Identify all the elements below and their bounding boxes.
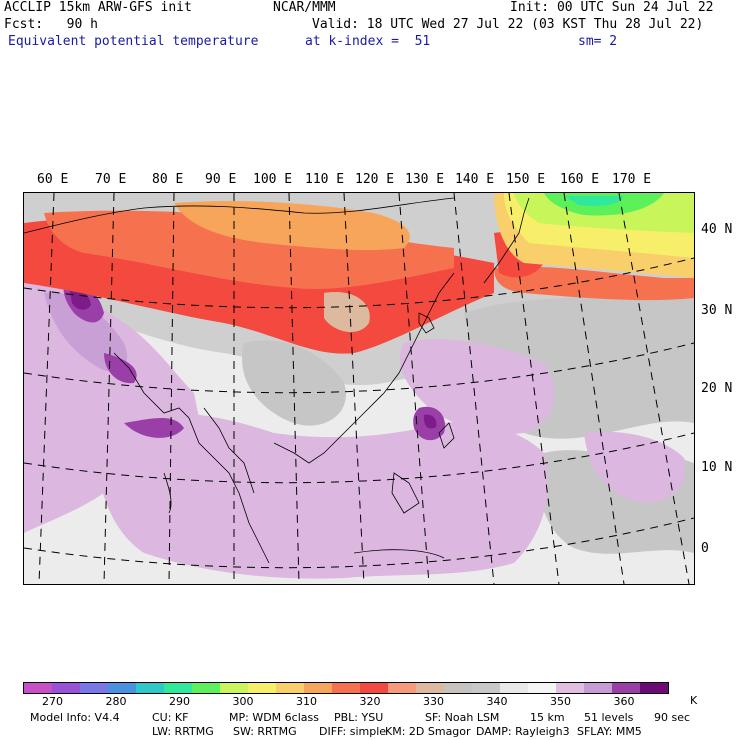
colorbar [23, 682, 669, 694]
colorbar-tick-label: 320 [359, 695, 381, 708]
colorbar-segment [640, 683, 668, 693]
graticule [24, 193, 694, 584]
longitude-label: 120 E [355, 172, 395, 187]
colorbar-segment [388, 683, 416, 693]
org-label: NCAR/MMM [273, 0, 336, 15]
model-info-item: Model Info: V4.4 [30, 711, 120, 724]
colorbar-segment [500, 683, 528, 693]
longitude-label: 100 E [253, 172, 293, 187]
latitude-label: 0 [701, 541, 709, 556]
theta-e-field [24, 193, 694, 584]
colorbar-unit: K [690, 694, 698, 707]
coastlines [24, 197, 530, 564]
colorbar-segment [248, 683, 276, 693]
field-name: Equivalent potential temperature [8, 34, 259, 49]
latitude-label: 20 N [701, 381, 733, 396]
init-time: Init: 00 UTC Sun 24 Jul 22 [510, 0, 714, 15]
valid-time: Valid: 18 UTC Wed 27 Jul 22 (03 KST Thu … [312, 17, 704, 32]
colorbar-segment [220, 683, 248, 693]
model-title: ACCLIP 15km ARW-GFS init [4, 0, 192, 15]
northeast-band [494, 193, 694, 278]
map-panel [23, 192, 695, 585]
forecast-hour: Fcst: 90 h [4, 17, 98, 32]
model-info-item: CU: KF [152, 711, 189, 724]
longitude-label: 110 E [305, 172, 345, 187]
model-info-item: 51 levels [584, 711, 634, 724]
physics-info-item: KM: 2D Smagor [385, 725, 471, 738]
colorbar-segment [472, 683, 500, 693]
colorbar-segment [80, 683, 108, 693]
longitude-label: 170 E [612, 172, 652, 187]
colorbar-segment [164, 683, 192, 693]
latitude-label: 40 N [701, 222, 733, 237]
physics-info-item: SW: RRTMG [233, 725, 297, 738]
smoothing-label: sm= 2 [578, 34, 618, 49]
colorbar-segment [528, 683, 556, 693]
colorbar-segment [444, 683, 472, 693]
colorbar-segment [304, 683, 332, 693]
warm-band [24, 201, 694, 354]
colorbar-segment [52, 683, 80, 693]
model-info-item: SF: Noah LSM [425, 711, 500, 724]
model-info-item: PBL: YSU [334, 711, 384, 724]
colorbar-tick-label: 270 [42, 695, 63, 708]
latitude-label: 10 N [701, 460, 733, 475]
longitude-label: 160 E [560, 172, 600, 187]
colorbar-segment [108, 683, 136, 693]
physics-info-item: DIFF: simple [319, 725, 387, 738]
colorbar-segment [192, 683, 220, 693]
colorbar-segment [360, 683, 388, 693]
model-info-item: 15 km [530, 711, 565, 724]
physics-info-item: DAMP: Rayleigh3 [476, 725, 570, 738]
colorbar-segment [24, 683, 52, 693]
colorbar-segment [556, 683, 584, 693]
colorbar-segment [276, 683, 304, 693]
longitude-label: 140 E [455, 172, 495, 187]
colorbar-tick-label: 280 [105, 695, 127, 708]
colorbar-segment [584, 683, 612, 693]
colorbar-tick-label: 330 [423, 695, 444, 708]
physics-info-item: SFLAY: MM5 [577, 725, 642, 738]
colorbar-tick-label: 290 [169, 695, 190, 708]
longitude-label: 80 E [152, 172, 184, 187]
colorbar-tick-label: 340 [486, 695, 508, 708]
colorbar-tick-label: 360 [613, 695, 635, 708]
colorbar-segment [416, 683, 444, 693]
longitude-label: 60 E [37, 172, 69, 187]
longitude-label: 70 E [95, 172, 127, 187]
model-info-item: 90 sec [654, 711, 691, 724]
colorbar-segment [332, 683, 360, 693]
colorbar-segment [136, 683, 164, 693]
latitude-label: 30 N [701, 303, 733, 318]
colorbar-tick-label: 300 [232, 695, 254, 708]
longitude-label: 90 E [205, 172, 237, 187]
colorbar-tick-label: 350 [550, 695, 571, 708]
physics-info-item: LW: RRTMG [152, 725, 214, 738]
colorbar-tick-label: 310 [296, 695, 317, 708]
colorbar-segment [612, 683, 640, 693]
longitude-label: 130 E [405, 172, 445, 187]
model-info-item: MP: WDM 6class [229, 711, 319, 724]
level-label: at k-index = 51 [305, 34, 431, 49]
longitude-label: 150 E [506, 172, 546, 187]
